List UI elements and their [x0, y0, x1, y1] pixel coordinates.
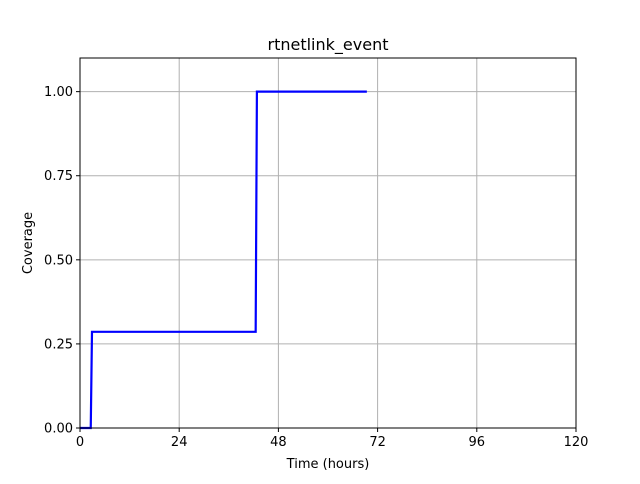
- x-tick-label: 120: [564, 435, 589, 450]
- y-tick-label: 1.00: [44, 85, 73, 100]
- x-axis-ticks: 0 24 48 72 96 120: [76, 428, 589, 450]
- x-axis-label: Time (hours): [286, 457, 370, 472]
- y-tick-label: 0.75: [44, 169, 73, 184]
- x-tick-label: 96: [469, 435, 486, 450]
- plot-frame: [79, 57, 577, 429]
- x-tick-label: 48: [270, 435, 287, 450]
- x-tick-label: 72: [369, 435, 386, 450]
- x-tick-label: 24: [171, 435, 188, 450]
- x-tick-label: 0: [76, 435, 84, 450]
- grid-lines: [79, 58, 577, 429]
- y-tick-label: 0.00: [44, 422, 73, 437]
- y-tick-label: 0.25: [44, 337, 73, 352]
- y-axis-ticks: 0.00 0.25 0.50 0.75 1.00: [44, 85, 80, 437]
- y-axis-label: Coverage: [21, 212, 36, 274]
- chart-title: rtnetlink_event: [268, 35, 389, 55]
- y-tick-label: 0.50: [44, 253, 73, 268]
